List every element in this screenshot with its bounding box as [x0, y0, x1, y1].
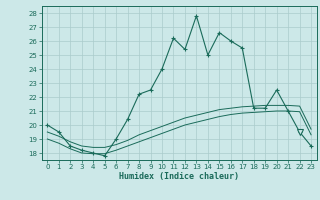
X-axis label: Humidex (Indice chaleur): Humidex (Indice chaleur)	[119, 172, 239, 181]
